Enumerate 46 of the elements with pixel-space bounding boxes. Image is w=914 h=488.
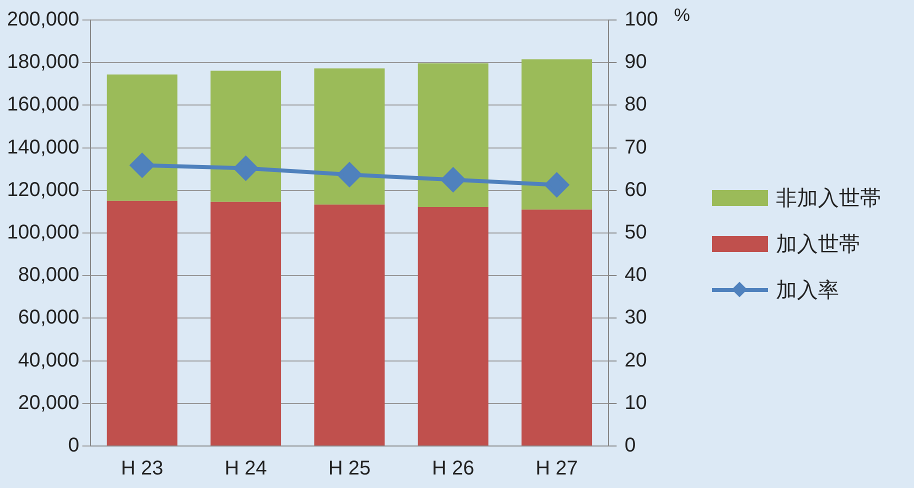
y-tick-label: 200,000 <box>7 8 80 31</box>
bar <box>314 68 385 205</box>
x-tick-label: H 27 <box>536 458 578 480</box>
legend-label: 加入世帯 <box>776 232 860 258</box>
y-tick-label: 40,000 <box>18 349 80 372</box>
bar <box>314 204 385 446</box>
legend-label: 非加入世帯 <box>776 186 881 212</box>
y-tick-label: 0 <box>68 434 80 457</box>
y2-tick-label: 60 <box>624 178 647 201</box>
y2-tick-label: 50 <box>624 222 647 244</box>
x-tick-label: H 26 <box>432 458 474 480</box>
y2-tick-label: 10 <box>624 392 647 414</box>
y-tick-label: 80,000 <box>18 264 80 286</box>
y-tick-label: 60,000 <box>18 306 80 329</box>
bar <box>210 70 282 202</box>
y-tick-label: 100,000 <box>7 222 80 244</box>
y2-tick-label: 70 <box>624 136 647 158</box>
point <box>441 168 466 192</box>
bar <box>418 63 488 208</box>
y2-tick-label: 100 <box>624 8 658 31</box>
x-tick-label: H 23 <box>121 458 164 480</box>
legend-label: 加入率 <box>776 278 839 304</box>
y-tick-label: 120,000 <box>7 178 80 201</box>
y-tick-label: 20,000 <box>18 392 80 414</box>
y-tick-label: 140,000 <box>7 136 80 158</box>
y2-tick-label: 90 <box>624 51 647 74</box>
bar <box>106 200 178 446</box>
bar <box>522 210 592 446</box>
point <box>544 172 569 197</box>
y-tick-label: 180,000 <box>7 51 80 74</box>
bar <box>210 202 282 446</box>
y2-tick-label: 80 <box>624 94 647 116</box>
point <box>337 162 362 187</box>
y2-tick-label: 0 <box>624 434 636 457</box>
bar <box>106 74 178 201</box>
y-tick-label: 160,000 <box>7 94 80 116</box>
y2-tick-label: 40 <box>624 264 647 286</box>
y2-tick-label: 30 <box>624 306 647 329</box>
x-tick-label: H 24 <box>224 458 267 480</box>
bar <box>522 59 592 210</box>
point <box>234 156 258 180</box>
y2-tick-label: 20 <box>624 349 647 372</box>
point <box>130 153 154 178</box>
x-tick-label: H 25 <box>328 458 371 480</box>
bar <box>418 207 488 446</box>
y2-axis-title: % <box>674 4 690 25</box>
